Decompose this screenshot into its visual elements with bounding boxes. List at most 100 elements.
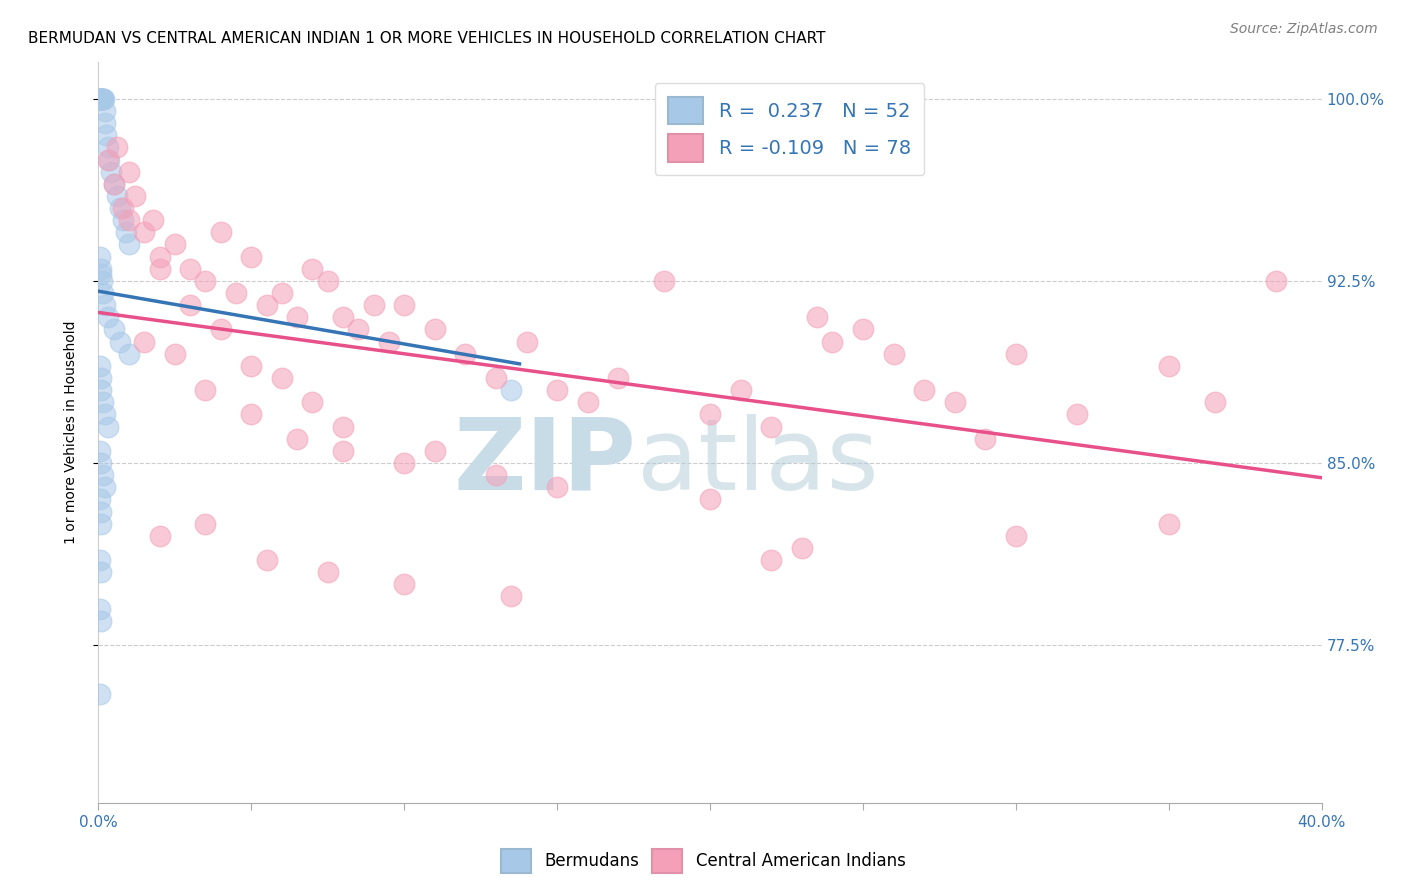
Point	[332, 419, 354, 434]
Point	[852, 322, 875, 336]
Point	[118, 237, 141, 252]
Point	[194, 383, 217, 397]
Point	[118, 164, 141, 178]
Point	[108, 334, 131, 349]
Point	[240, 250, 263, 264]
Point	[761, 553, 783, 567]
Point	[90, 456, 112, 470]
Point	[149, 529, 172, 543]
Point	[1204, 395, 1226, 409]
Point	[97, 153, 120, 167]
Point	[285, 432, 308, 446]
Point	[97, 310, 120, 325]
Point	[1264, 274, 1286, 288]
Point	[90, 261, 112, 276]
Y-axis label: 1 or more Vehicles in Household: 1 or more Vehicles in Household	[63, 321, 77, 544]
Point	[91, 274, 114, 288]
Point	[97, 140, 120, 154]
Point	[124, 189, 146, 203]
Point	[332, 443, 354, 458]
Point	[270, 286, 294, 301]
Point	[209, 225, 232, 239]
Point	[89, 601, 111, 615]
Point	[89, 443, 111, 458]
Point	[316, 274, 339, 288]
Point	[94, 128, 117, 143]
Point	[194, 516, 217, 531]
Point	[225, 286, 247, 301]
Point	[423, 443, 446, 458]
Point	[163, 237, 186, 252]
Point	[89, 553, 111, 567]
Point	[90, 371, 112, 385]
Point	[1157, 516, 1180, 531]
Point	[363, 298, 385, 312]
Point	[454, 347, 477, 361]
Text: atlas: atlas	[637, 414, 879, 511]
Point	[332, 310, 354, 325]
Point	[546, 383, 568, 397]
Point	[91, 92, 114, 106]
Point	[209, 322, 232, 336]
Point	[576, 395, 599, 409]
Point	[516, 334, 538, 349]
Text: ZIP: ZIP	[454, 414, 637, 511]
Point	[134, 225, 156, 239]
Point	[118, 213, 141, 227]
Point	[91, 395, 114, 409]
Point	[256, 298, 278, 312]
Point	[90, 92, 112, 106]
Point	[485, 371, 508, 385]
Point	[89, 492, 111, 507]
Point	[115, 225, 138, 239]
Point	[108, 201, 131, 215]
Point	[761, 419, 783, 434]
Point	[730, 383, 752, 397]
Point	[607, 371, 630, 385]
Point	[90, 92, 112, 106]
Point	[240, 408, 263, 422]
Point	[270, 371, 294, 385]
Point	[89, 687, 111, 701]
Point	[103, 322, 125, 336]
Text: Source: ZipAtlas.com: Source: ZipAtlas.com	[1230, 22, 1378, 37]
Point	[89, 92, 111, 106]
Point	[90, 92, 112, 106]
Text: BERMUDAN VS CENTRAL AMERICAN INDIAN 1 OR MORE VEHICLES IN HOUSEHOLD CORRELATION : BERMUDAN VS CENTRAL AMERICAN INDIAN 1 OR…	[28, 31, 825, 46]
Point	[118, 347, 141, 361]
Point	[256, 553, 278, 567]
Point	[347, 322, 370, 336]
Point	[90, 267, 112, 281]
Point	[103, 177, 125, 191]
Point	[392, 577, 416, 591]
Point	[111, 213, 134, 227]
Point	[485, 468, 508, 483]
Point	[392, 298, 416, 312]
Point	[93, 408, 115, 422]
Point	[91, 92, 114, 106]
Point	[91, 286, 114, 301]
Point	[91, 92, 114, 106]
Point	[943, 395, 966, 409]
Point	[179, 298, 201, 312]
Point	[149, 250, 172, 264]
Point	[89, 92, 111, 106]
Point	[699, 492, 721, 507]
Point	[1004, 529, 1026, 543]
Point	[316, 565, 339, 579]
Point	[105, 140, 128, 154]
Point	[98, 153, 121, 167]
Point	[501, 383, 523, 397]
Point	[89, 250, 111, 264]
Point	[90, 565, 112, 579]
Point	[652, 274, 675, 288]
Point	[93, 480, 115, 494]
Point	[111, 201, 134, 215]
Point	[285, 310, 308, 325]
Point	[1157, 359, 1180, 373]
Point	[105, 189, 128, 203]
Point	[974, 432, 997, 446]
Point	[134, 334, 156, 349]
Point	[378, 334, 401, 349]
Point	[90, 92, 112, 106]
